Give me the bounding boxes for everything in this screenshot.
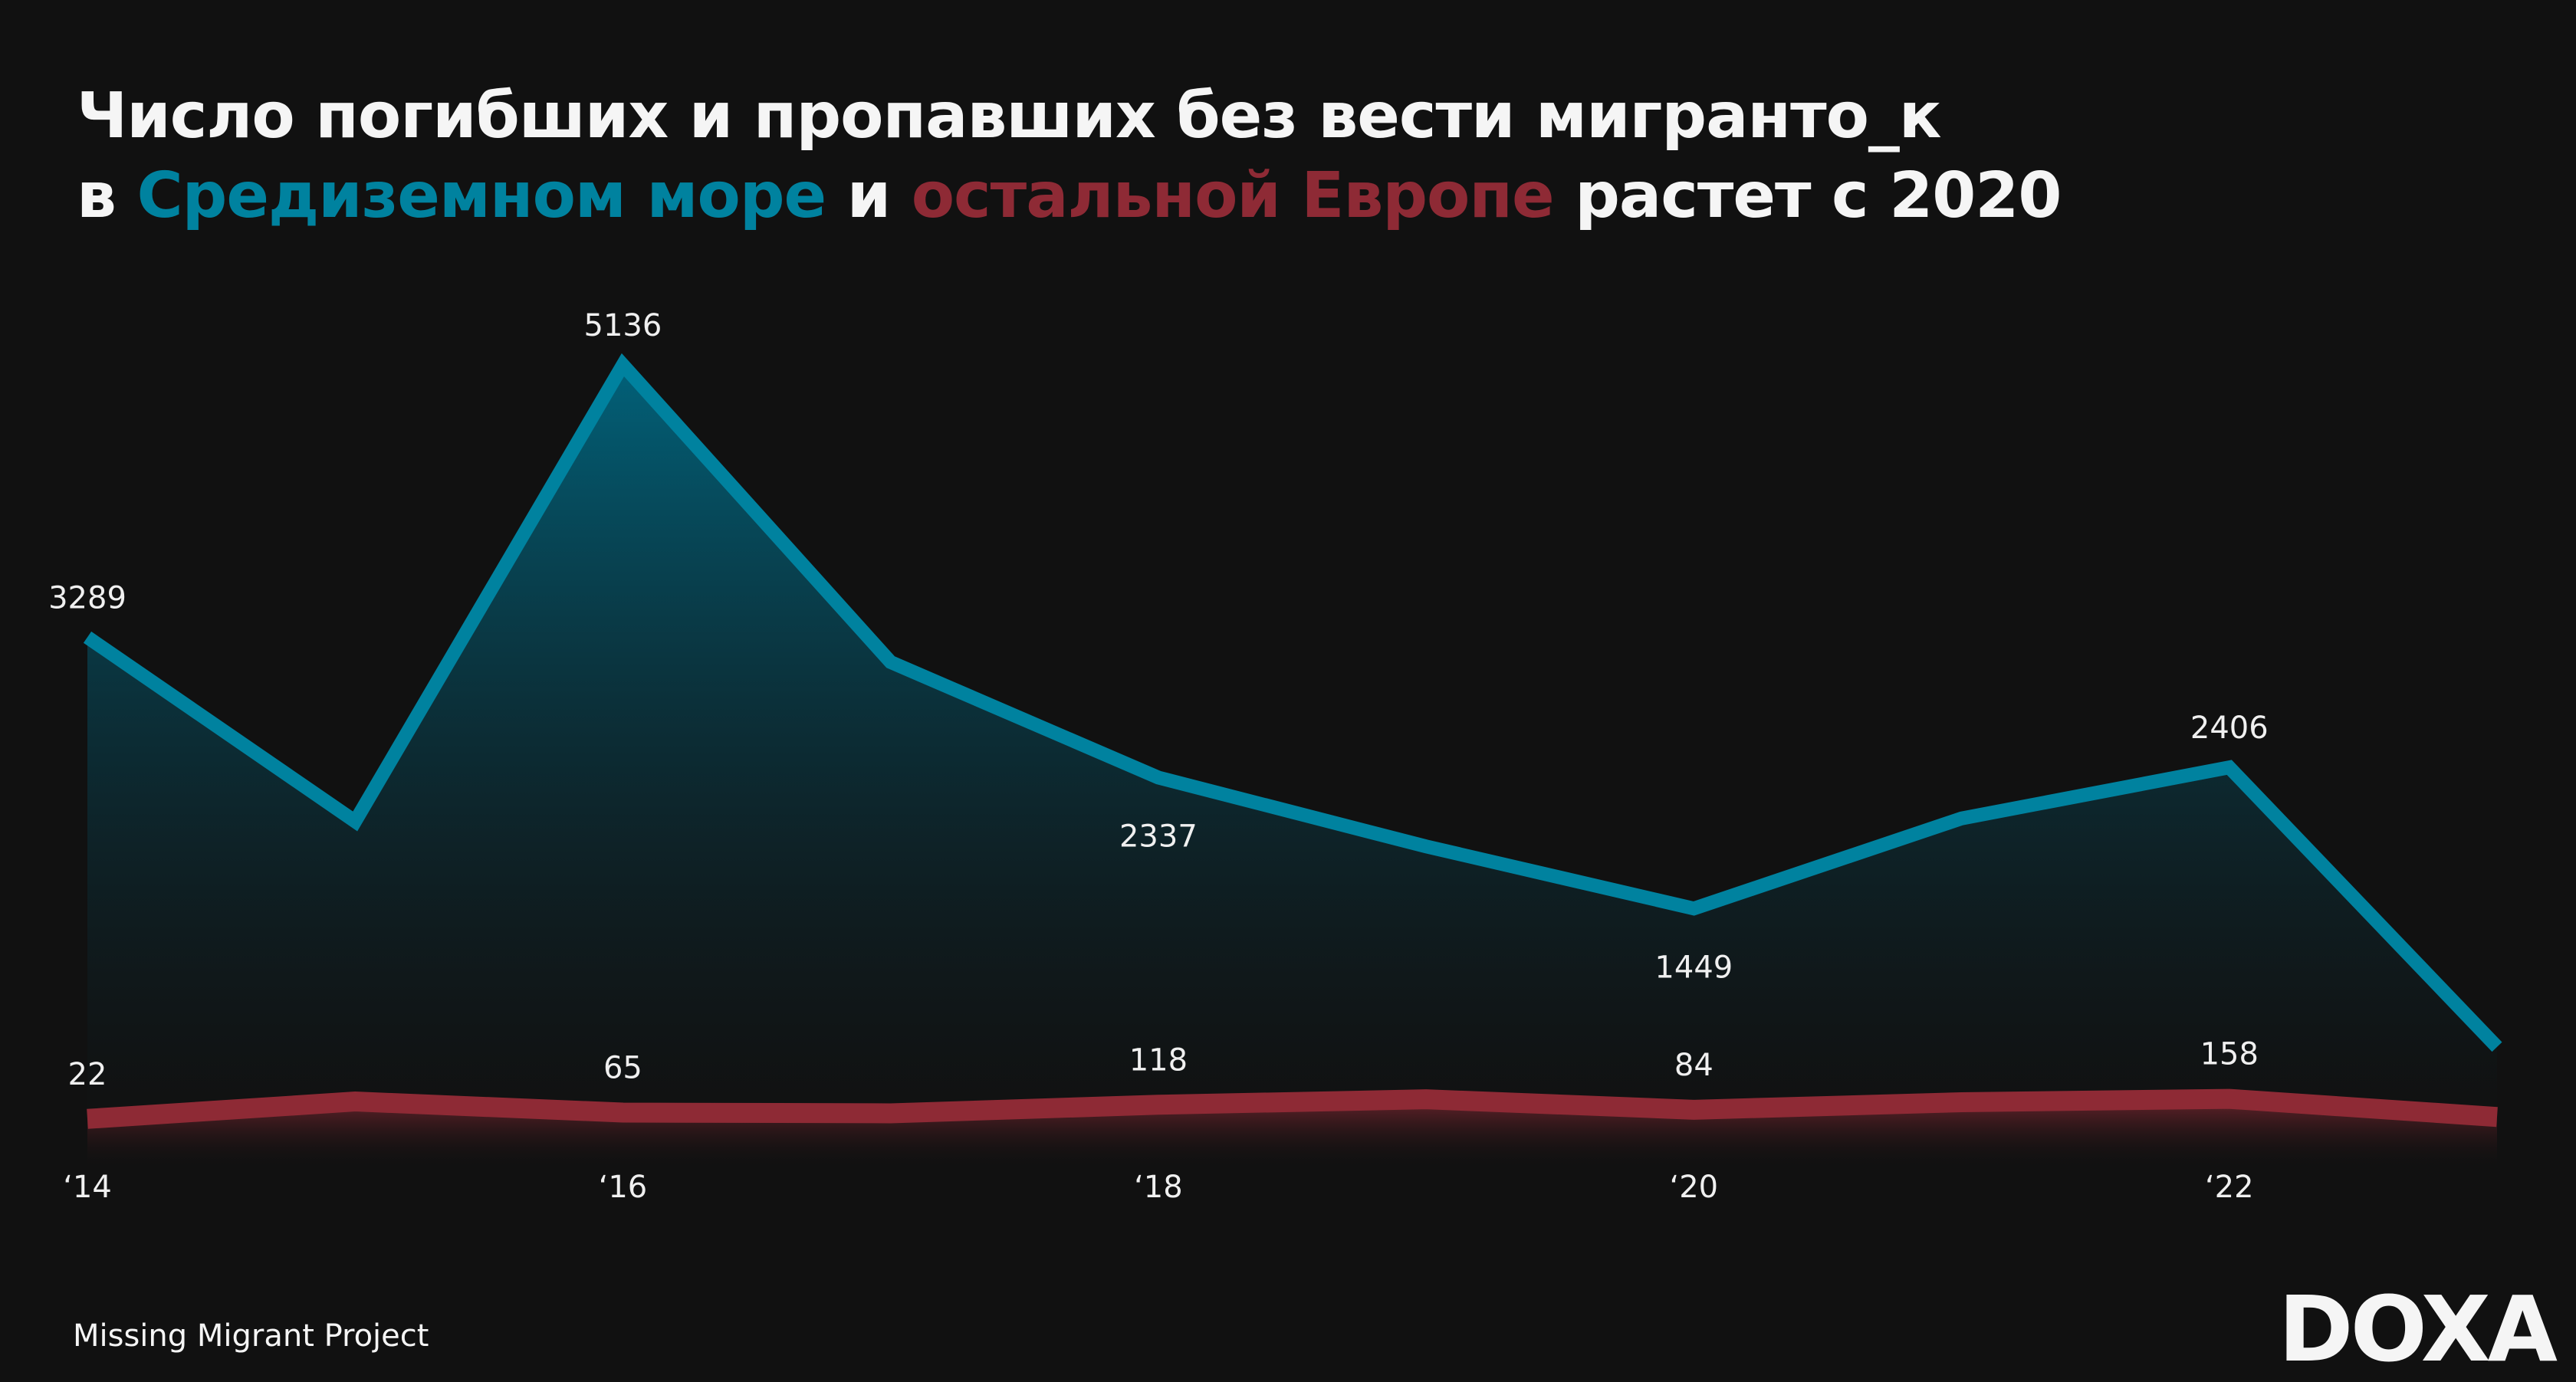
data-label-series-1: 65	[603, 1050, 642, 1085]
data-label-series-0: 1449	[1654, 950, 1733, 985]
x-tick-label: ‘18	[1134, 1170, 1183, 1205]
title-line-1: Число погибших и пропавших без вести миг…	[77, 80, 1942, 153]
data-label-series-1: 84	[1674, 1048, 1714, 1083]
legend-mediterranean: Средиземном море	[136, 159, 826, 232]
x-tick-label: ‘22	[2205, 1170, 2254, 1205]
data-label-series-1: 22	[68, 1057, 107, 1092]
title-text: растет с 2020	[1553, 159, 2062, 232]
doxa-logo: DOXA	[2278, 1276, 2558, 1382]
data-label-series-1: 118	[1129, 1042, 1188, 1078]
data-label-series-0: 3289	[48, 580, 127, 615]
series-line-0	[83, 353, 2502, 1052]
chart-title: Число погибших и пропавших без вести миг…	[77, 77, 2062, 236]
x-tick-label: ‘20	[1670, 1170, 1719, 1205]
x-tick-label: ‘16	[599, 1170, 648, 1205]
title-text: в	[77, 159, 137, 232]
title-text: и	[826, 159, 912, 232]
area-fill-series-0	[87, 365, 2497, 1122]
source-note: Missing Migrant Project	[73, 1318, 429, 1354]
x-tick-label: ‘14	[63, 1170, 112, 1205]
data-label-series-0: 2337	[1119, 819, 1198, 854]
data-label-series-0: 2406	[2190, 711, 2269, 746]
data-label-series-0: 5136	[584, 308, 662, 343]
legend-europe: остальной Европе	[911, 159, 1555, 232]
series-line-1	[87, 1088, 2498, 1129]
data-label-series-1: 158	[2200, 1037, 2259, 1072]
title-line-2: в Средиземном море и остальной Европе ра…	[77, 156, 2062, 236]
